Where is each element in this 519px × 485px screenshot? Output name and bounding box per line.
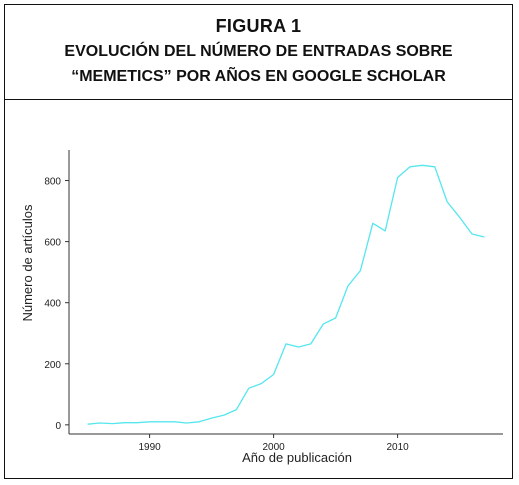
figure-frame: FIGURA 1 EVOLUCIÓN DEL NÚMERO DE ENTRADA… (4, 4, 513, 479)
x-tick-label: 2000 (262, 442, 285, 453)
y-axis-label: Número de artículos (20, 204, 35, 322)
y-tick-label: 0 (55, 421, 61, 432)
y-tick-label: 200 (44, 360, 61, 371)
figure-title-line-1: EVOLUCIÓN DEL NÚMERO DE ENTRADAS SOBRE (64, 43, 453, 60)
figure-header: FIGURA 1 EVOLUCIÓN DEL NÚMERO DE ENTRADA… (5, 5, 512, 100)
y-tick-label: 800 (44, 177, 61, 188)
axes: 0 200 400 600 800 1990 2000 2010 (44, 150, 503, 453)
figure-title: EVOLUCIÓN DEL NÚMERO DE ENTRADAS SOBRE “… (5, 39, 512, 89)
line-chart: 0 200 400 600 800 1990 2000 2010 Año de publica… (20, 150, 503, 465)
figure-label: FIGURA 1 (215, 16, 302, 36)
figure-title-line-2: “MEMETICS” POR AÑOS EN GOOGLE SCHOLAR (71, 68, 446, 85)
series-layer (87, 164, 485, 425)
y-tick-label: 600 (44, 238, 61, 249)
x-tick-label: 1990 (138, 442, 161, 453)
x-axis-label: Año de publicación (242, 450, 352, 465)
y-tick-label: 400 (44, 299, 61, 310)
x-tick-label: 2010 (386, 442, 409, 453)
series-line (87, 164, 485, 425)
